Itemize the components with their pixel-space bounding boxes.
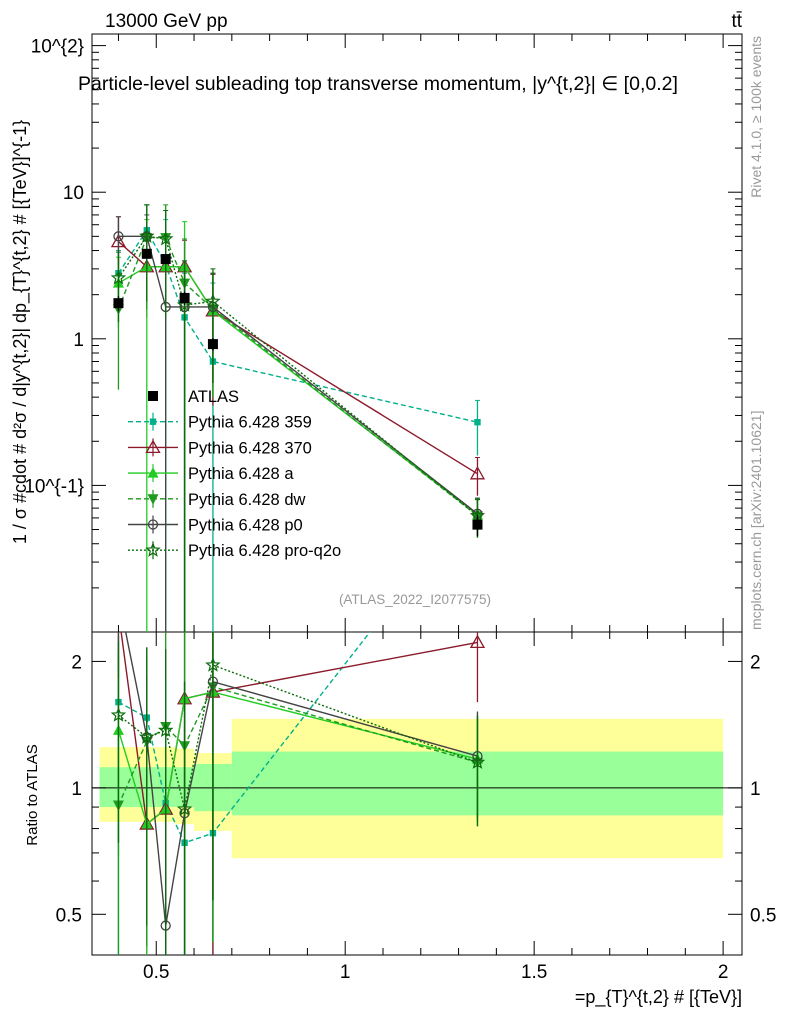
energy-label: 13000 GeV pp (105, 11, 228, 32)
ratio-series-group (110, 592, 486, 955)
ratio-ylabel: Ratio to ATLAS (24, 744, 41, 845)
legend-label: Pythia 6.428 a (188, 465, 294, 483)
ratio-ytick-label-right: 2 (750, 652, 761, 673)
rivet-version-label: Rivet 4.1.0, ≥ 100k events (748, 36, 764, 198)
xtick-label: 1.5 (521, 962, 547, 983)
xtick-label: 0.5 (143, 962, 169, 983)
legend-marker (147, 519, 159, 530)
point-atlas (113, 298, 124, 309)
ratio-point-pythia-6-428-pro-q2o (139, 729, 155, 744)
point-pythia-6-428-pro-q2o (157, 230, 174, 246)
main-ytick-label: 10^{-1} (24, 476, 84, 497)
legend-item-pythia-6-428-p0: Pythia 6.428 p0 (128, 515, 303, 535)
legend-item-pythia-6-428-a: Pythia 6.428 a (128, 464, 294, 483)
analysis-id: (ATLAS_2022_I2077575) (339, 592, 491, 607)
ratio-line-pythia-6-428-pro-q2o (118, 664, 478, 810)
point-atlas (141, 248, 152, 259)
ratio-ytick-label: 0.5 (56, 905, 82, 926)
ratio-point-pythia-6-428-pro-q2o (205, 656, 221, 672)
ratio-line-pythia-6-428-a (117, 691, 478, 826)
xtick-label: 2 (718, 962, 729, 983)
legend-marker (148, 391, 158, 401)
legend-label: Pythia 6.428 pro-q2o (188, 542, 341, 560)
legend-marker (147, 494, 159, 505)
process-label: tt̄ (731, 11, 742, 32)
point-atlas (160, 254, 171, 265)
legend-item-atlas: ATLAS (148, 388, 239, 406)
point-pythia-6-428-359 (474, 418, 481, 426)
ratio-line-pythia-6-428-p0 (124, 632, 478, 926)
ratio-ytick-label-right: 1 (750, 779, 761, 800)
plot-title: Particle-level subleading top transverse… (78, 73, 678, 95)
point-atlas (207, 339, 218, 350)
legend-label: Pythia 6.428 359 (188, 414, 312, 432)
xlabel: =p_{T}^{t,2} # [{TeV}] (575, 987, 742, 1008)
legend-item-pythia-6-428-dw: Pythia 6.428 dw (128, 489, 305, 509)
ratio-point-pythia-6-428-pro-q2o (110, 706, 127, 722)
plot-title-text: Particle-level subleading top transverse… (78, 73, 678, 95)
ratio-series-pythia-6-428-pro-q2o (110, 632, 486, 955)
legend-marker (145, 439, 161, 454)
legend-label: Pythia 6.428 p0 (188, 517, 303, 535)
ratio-point-pythia-6-428-370 (469, 634, 486, 649)
point-pythia-6-428-p0 (113, 231, 124, 242)
ratio-point-pythia-6-428-pro-q2o (157, 722, 174, 738)
legend-item-pythia-6-428-pro-q2o: Pythia 6.428 pro-q2o (128, 541, 341, 560)
mcplots-label: mcplots.cern.ch [arXiv:2401.10621] (748, 411, 764, 630)
main-series-group (110, 204, 486, 632)
legend-label: ATLAS (188, 388, 239, 406)
point-pythia-6-428-pro-q2o (205, 293, 221, 308)
legend-item-pythia-6-428-359: Pythia 6.428 359 (128, 412, 312, 432)
legend-marker (149, 418, 157, 425)
main-axes: 10^{-1} 1 10 10^{2} (24, 34, 742, 633)
series-line-pythia-6-428-a (118, 266, 478, 516)
ratio-series-clipped (110, 592, 486, 955)
point-atlas (179, 292, 190, 303)
point-pythia-6-428-pro-q2o (139, 228, 155, 243)
legend: ATLAS Pythia 6.428 359 Pythia 6.428 370 Pyt… (128, 388, 341, 560)
series-line-pythia-6-428-359 (117, 228, 478, 423)
main-series-clipped (110, 204, 486, 632)
main-ytick-label: 10^{2} (31, 37, 84, 58)
ratio-point-pythia-6-428-p0 (114, 592, 123, 601)
ratio-point-pythia-6-428-pro-q2o (176, 800, 193, 816)
series-line-pythia-6-428-dw (117, 236, 478, 517)
series-atlas (113, 248, 483, 537)
point-atlas (472, 519, 483, 530)
main-ytick-label: 1 (73, 330, 84, 351)
xtick-label: 1 (340, 962, 351, 983)
ratio-line-pythia-6-428-dw (117, 685, 478, 806)
legend-label: Pythia 6.428 dw (188, 491, 305, 509)
ratio-panel-frame (91, 631, 743, 956)
legend-marker (145, 542, 161, 557)
ratio-ytick-label: 2 (71, 652, 82, 673)
point-pythia-6-428-pro-q2o (110, 269, 127, 285)
series-line-pythia-6-428-pro-q2o (117, 235, 478, 517)
ratio-uncertainty-bands (99, 718, 724, 859)
main-ylabel: 1 / σ #cdot # d²σ / d|y^{t,2}| dp_{T}^{t… (10, 120, 31, 544)
ratio-ytick-label: 1 (71, 779, 82, 800)
main-ytick-label: 10 (63, 183, 84, 204)
legend-marker (147, 467, 159, 478)
ratio-ytick-label-right: 0.5 (750, 905, 776, 926)
legend-label: Pythia 6.428 370 (188, 439, 312, 457)
ratio-point-pythia-6-428-370 (112, 606, 125, 618)
legend-item-pythia-6-428-370: Pythia 6.428 370 (128, 438, 312, 457)
ratio-axes: 0.5 0.5 1 1 2 2 0.5 1 1.5 2 (56, 632, 776, 983)
point-pythia-6-428-370 (469, 465, 486, 480)
ratio-point-pythia-6-428-pro-q2o (469, 754, 486, 769)
